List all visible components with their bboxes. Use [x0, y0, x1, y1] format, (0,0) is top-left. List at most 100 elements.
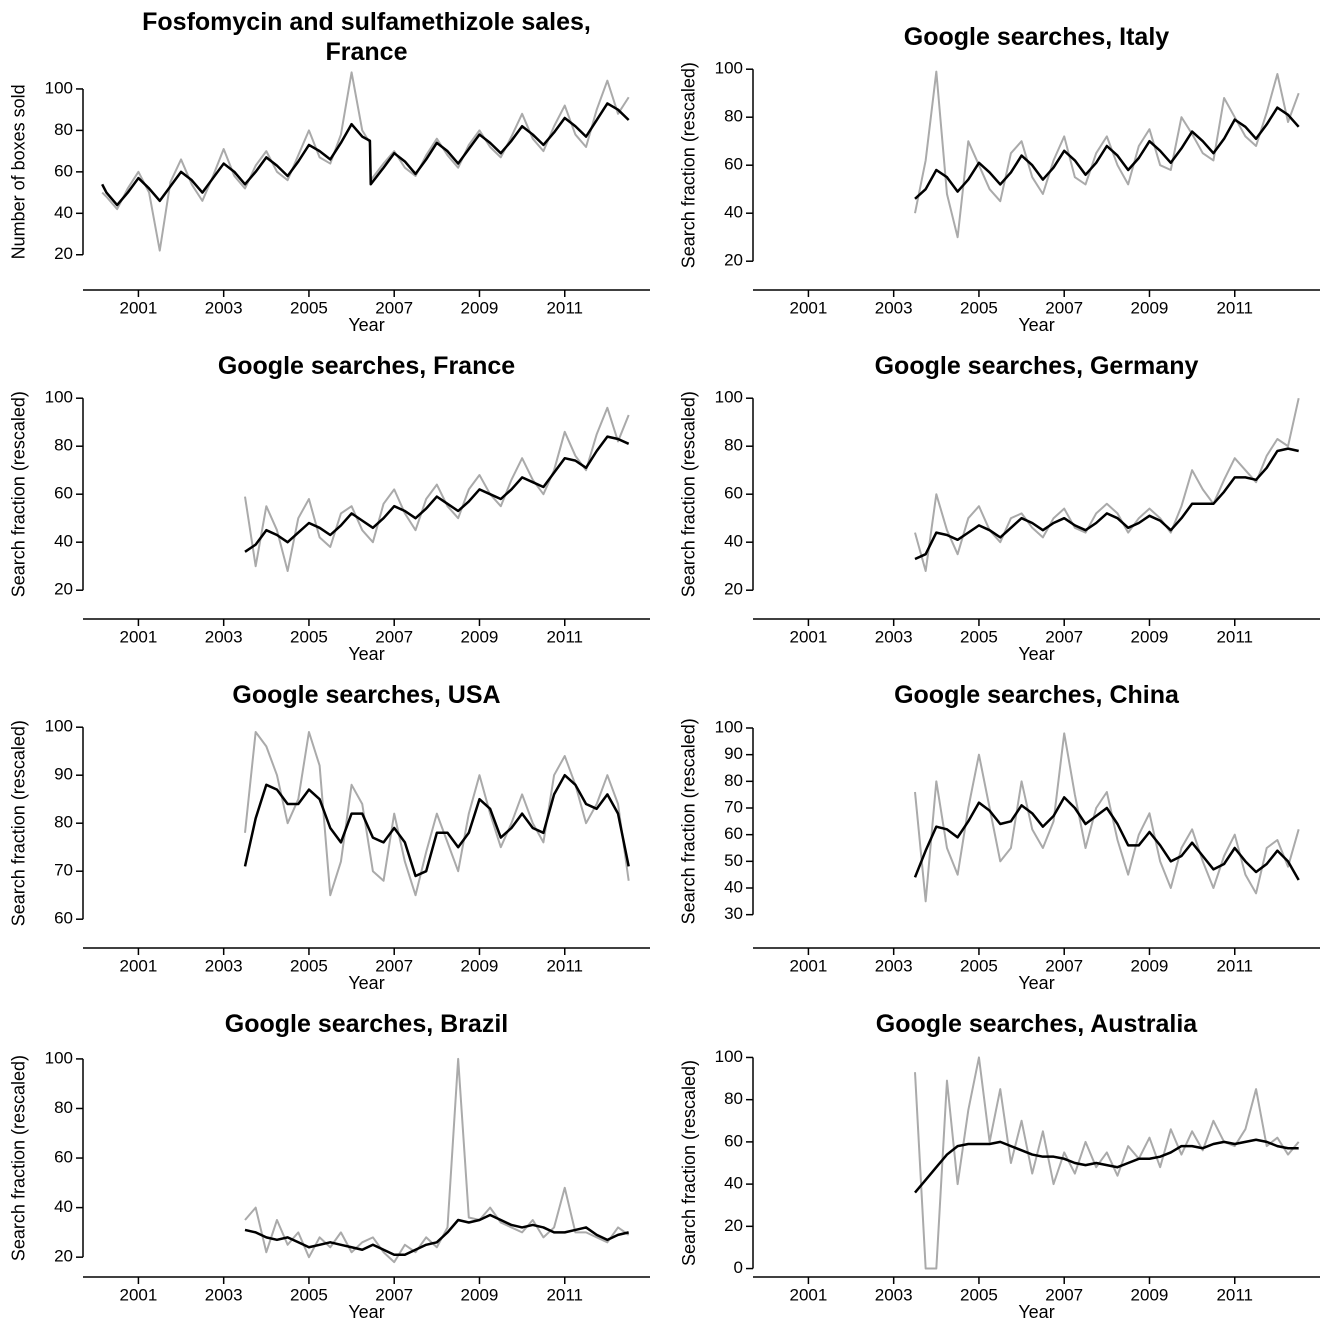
x-tick-label: 2011 — [546, 627, 583, 646]
x-axis-label: Year — [1018, 1302, 1054, 1322]
x-tick-label: 2007 — [1045, 298, 1083, 317]
x-tick-label: 2009 — [1131, 1285, 1169, 1304]
panel-title: Google searches, Brazil — [224, 1010, 509, 1038]
x-tick-label: 2011 — [546, 1285, 583, 1304]
x-axis-label: Year — [348, 315, 384, 335]
y-tick-label: 90 — [54, 765, 73, 784]
raw-series-line — [914, 397, 1300, 572]
x-tick-label: 2007 — [375, 298, 413, 317]
raw-series-line — [914, 732, 1300, 903]
panel-title: Google searches, USA — [232, 681, 501, 709]
x-tick-label: 2005 — [960, 956, 998, 975]
x-tick-label: 2009 — [1131, 298, 1169, 317]
smoothed-series-line — [243, 773, 630, 878]
y-tick-label: 30 — [724, 904, 743, 923]
y-tick-label: 40 — [724, 532, 743, 551]
x-tick-label: 2009 — [461, 1285, 499, 1304]
y-tick-label: 100 — [715, 59, 743, 78]
y-tick-label: 80 — [724, 436, 743, 455]
y-tick-label: 60 — [724, 484, 743, 503]
y-tick-label: 80 — [54, 120, 73, 139]
y-tick-label: 100 — [45, 78, 73, 97]
smoothed-series-line — [244, 435, 630, 553]
y-tick-label: 90 — [724, 744, 743, 763]
y-axis-label: Search fraction (rescaled) — [9, 1055, 29, 1261]
y-tick-label: 60 — [54, 909, 73, 928]
y-tick-label: 70 — [724, 797, 743, 816]
x-axis-label: Year — [348, 644, 384, 664]
y-tick-label: 60 — [54, 1148, 73, 1167]
y-tick-label: 80 — [54, 436, 73, 455]
y-tick-label: 20 — [54, 580, 73, 599]
panel-title: Google searches, Germany — [874, 352, 1199, 380]
panel-title: Google searches, France — [217, 352, 516, 380]
y-tick-label: 40 — [724, 203, 743, 222]
panel-title: Google searches, China — [894, 681, 1179, 709]
x-axis-label: Year — [1018, 315, 1054, 335]
x-tick-label: 2009 — [1131, 956, 1169, 975]
raw-series-line — [244, 1057, 630, 1264]
x-axis-label: Year — [1018, 644, 1054, 664]
y-axis-label: Search fraction (rescaled) — [679, 391, 699, 597]
x-tick-label: 2011 — [1216, 298, 1253, 317]
x-tick-label: 2011 — [546, 298, 583, 317]
x-tick-label: 2001 — [790, 298, 828, 317]
x-tick-label: 2005 — [290, 298, 328, 317]
y-tick-label: 80 — [54, 813, 73, 832]
smoothed-series-line — [914, 447, 1299, 561]
x-tick-label: 2009 — [461, 956, 499, 975]
y-axis-label: Search fraction (rescaled) — [679, 718, 699, 924]
x-tick-label: 2003 — [205, 956, 243, 975]
y-tick-label: 20 — [724, 580, 743, 599]
panel-title: Google searches, Australia — [875, 1010, 1198, 1038]
y-tick-label: 60 — [724, 824, 743, 843]
y-tick-label: 20 — [724, 1216, 743, 1235]
x-tick-label: 2009 — [461, 627, 499, 646]
smoothed-series-line — [914, 1138, 1299, 1194]
y-tick-label: 100 — [715, 1047, 743, 1066]
y-tick-label: 40 — [54, 532, 73, 551]
y-tick-label: 60 — [54, 161, 73, 180]
x-tick-label: 2003 — [875, 627, 913, 646]
raw-series-line — [244, 731, 630, 897]
x-tick-label: 2003 — [875, 956, 913, 975]
y-tick-label: 40 — [724, 1174, 743, 1193]
raw-series-line — [101, 71, 630, 252]
x-tick-label: 2007 — [1045, 1285, 1083, 1304]
y-tick-label: 20 — [54, 1247, 73, 1266]
y-axis-label: Number of boxes sold — [9, 84, 29, 259]
smoothed-series-line — [101, 102, 630, 207]
x-tick-label: 2007 — [1045, 627, 1083, 646]
y-tick-label: 40 — [724, 877, 743, 896]
y-tick-label: 80 — [724, 771, 743, 790]
y-tick-label: 60 — [724, 155, 743, 174]
y-tick-label: 100 — [715, 388, 743, 407]
y-tick-label: 60 — [54, 484, 73, 503]
x-tick-label: 2001 — [790, 627, 828, 646]
x-tick-label: 2001 — [120, 956, 158, 975]
y-tick-label: 60 — [724, 1131, 743, 1150]
x-tick-label: 2007 — [375, 627, 413, 646]
x-tick-label: 2003 — [875, 298, 913, 317]
y-tick-label: 40 — [54, 1197, 73, 1216]
smoothed-series-line — [913, 796, 1300, 881]
panel-title: Google searches, Italy — [903, 23, 1170, 51]
y-tick-label: 100 — [45, 388, 73, 407]
raw-series-line — [914, 1056, 1300, 1270]
y-axis-label: Search fraction (rescaled) — [679, 1060, 699, 1266]
y-tick-label: 40 — [54, 203, 73, 222]
x-tick-label: 2003 — [875, 1285, 913, 1304]
raw-series-line — [244, 406, 630, 572]
y-axis-label: Search fraction (rescaled) — [9, 720, 29, 926]
x-tick-label: 2005 — [960, 1285, 998, 1304]
x-tick-label: 2009 — [1131, 627, 1169, 646]
y-tick-label: 80 — [724, 1089, 743, 1108]
y-tick-label: 50 — [724, 851, 743, 870]
smoothed-series-line — [914, 106, 1300, 200]
x-axis-label: Year — [1018, 973, 1054, 993]
y-tick-label: 100 — [715, 717, 743, 736]
y-tick-label: 80 — [724, 107, 743, 126]
x-tick-label: 2001 — [120, 298, 158, 317]
y-axis-label: Search fraction (rescaled) — [679, 62, 699, 268]
